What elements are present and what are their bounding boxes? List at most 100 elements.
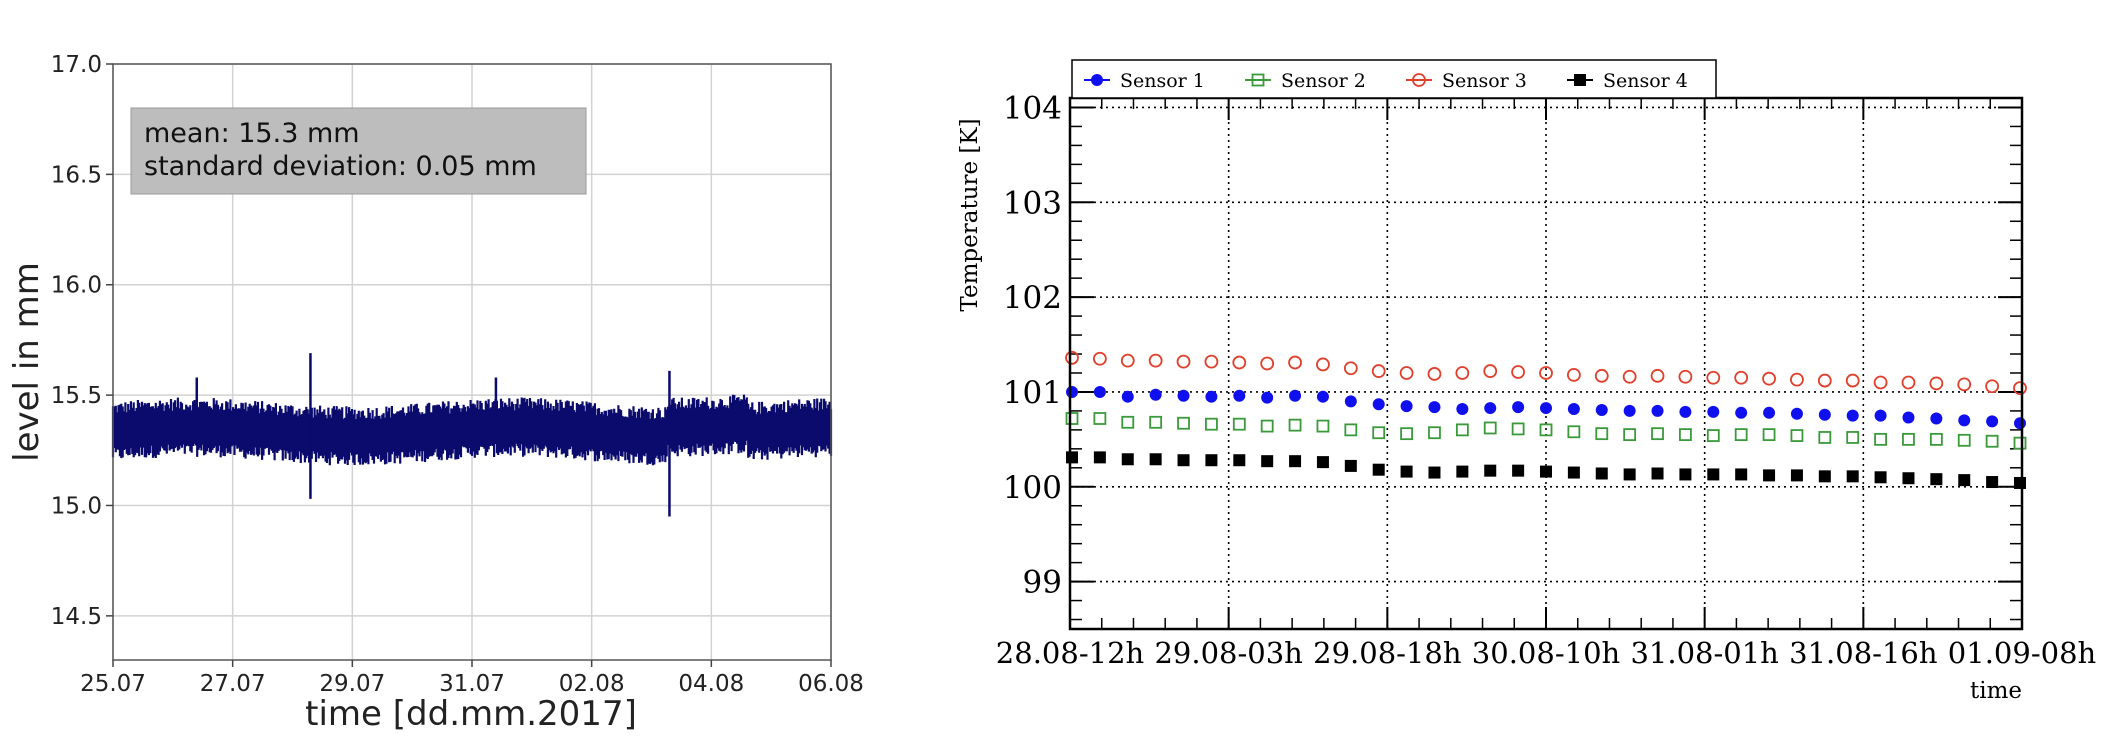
c2-point (1706, 429, 1720, 442)
c2-point (1678, 369, 1693, 384)
c2-point (1540, 402, 1552, 415)
c2-point (1289, 455, 1302, 468)
c2-series (1065, 350, 2027, 489)
c1-ytick-label: 16.5 (51, 162, 102, 188)
c2-point (1986, 415, 1999, 428)
c2-point (1400, 400, 1413, 413)
c2-point (1623, 428, 1637, 442)
c1-xtick-label: 31.07 (439, 671, 505, 697)
c2-point (1149, 388, 1162, 401)
c2-point (1958, 414, 1971, 427)
c2-point (1539, 423, 1553, 437)
c2-point (1985, 379, 2000, 394)
c2-point (1511, 422, 1525, 436)
c2-legend-box (1071, 59, 1717, 99)
c2-point (1121, 390, 1134, 403)
c1-ytick-label: 15.0 (51, 493, 102, 519)
c1-yticks: 14.5 15.0 15.5 16.0 16.5 17.0 (51, 52, 113, 630)
c2-point (1344, 423, 1358, 437)
c1-xtick-label: 29.07 (319, 671, 385, 697)
c2-point (1734, 428, 1748, 442)
c2-point (1623, 404, 1636, 417)
c2-point (1566, 367, 1581, 382)
c1-annotation-box (130, 107, 587, 195)
c2-point (1929, 432, 1943, 446)
c2-ytick-label: 99 (1023, 565, 1062, 601)
c1-ytick-label: 15.5 (51, 383, 102, 409)
c2-point (1512, 464, 1525, 477)
c1-ytick-label: 16.0 (51, 273, 102, 299)
c2-point (1985, 434, 1999, 448)
c2-legend-marker (1251, 73, 1265, 87)
c2-series-1 (1066, 385, 2026, 430)
c2-point (1930, 473, 1943, 486)
chart-temperature: 99 100 101 102 103 104 28.08-12h 29.08-03h 29.0… (957, 59, 2096, 704)
c2-point (1707, 405, 1720, 418)
c2-point (1902, 472, 1915, 485)
c2-point (1817, 373, 1832, 388)
c2-point (1957, 433, 1971, 447)
c2-point (1428, 426, 1441, 440)
c2-point (1512, 401, 1525, 414)
c2-legend-marker (1412, 73, 1426, 87)
c2-point (1986, 476, 1999, 489)
c2-point (1260, 356, 1275, 371)
c2-point (1567, 425, 1581, 439)
chart-level: 14.5 15.0 15.5 16.0 16.5 17.0 25.07 27.07 29.07… (7, 52, 864, 734)
c2-point (1066, 451, 1078, 464)
c2-point (1790, 372, 1804, 387)
c1-xtick-label: 04.08 (678, 671, 744, 697)
c2-point (1818, 408, 1831, 421)
c2-point (1455, 366, 1470, 380)
c2-point (1177, 454, 1190, 467)
c2-point (1846, 409, 1859, 422)
c2-legend-marker (1574, 74, 1586, 86)
c2-point (1762, 428, 1776, 442)
c2-point (1846, 470, 1859, 483)
c2-point (1400, 427, 1413, 441)
c2-point (1484, 402, 1497, 415)
c2-legend-label: Sensor 1 (1120, 70, 1205, 92)
c2-point (1706, 370, 1721, 385)
c2-point (1651, 404, 1664, 417)
c1-xtick-label: 02.08 (559, 671, 625, 697)
c2-point (1845, 373, 1860, 388)
c2-point (1316, 456, 1329, 469)
c2-point (1930, 412, 1943, 425)
c2-point (1093, 385, 1106, 398)
c2-point (1065, 350, 1079, 365)
c2-xtick-label: 28.08-12h (996, 636, 1144, 670)
c2-point (1455, 423, 1469, 437)
c2-point (1400, 465, 1413, 478)
c2-point (1428, 401, 1441, 414)
c2-point (1511, 365, 1526, 379)
c2-point (1595, 403, 1608, 416)
c2-point (1205, 417, 1218, 431)
c1-ylabel: level in mm (7, 262, 47, 462)
c2-point (1679, 468, 1692, 481)
c2-point (1874, 471, 1887, 484)
c2-point (1177, 389, 1190, 402)
c2-point (1540, 465, 1552, 478)
c2-point (1233, 389, 1246, 402)
c2-point (1957, 377, 1972, 392)
c2-grid (1069, 98, 2023, 629)
c2-point (1372, 463, 1385, 476)
c2-point (1456, 403, 1469, 416)
c2-point (1399, 366, 1414, 380)
c2-point (1707, 468, 1720, 481)
c2-point (1344, 395, 1357, 408)
c2-point (1623, 468, 1636, 481)
c1-xtick-label: 25.07 (80, 671, 146, 697)
c2-series-3 (1065, 350, 2027, 396)
c2-point (2014, 476, 2026, 489)
c1-series-level (111, 394, 833, 466)
c2-series-2 (1065, 412, 2027, 450)
c2-point (1261, 391, 1274, 404)
c2-ytick-label: 104 (1003, 90, 1062, 126)
c1-xtick-label: 27.07 (200, 671, 266, 697)
c2-point (1818, 431, 1832, 444)
c2-point (1288, 355, 1302, 370)
c2-point (1902, 432, 1915, 446)
c2-xtick-label: 29.08-03h (1154, 636, 1302, 670)
